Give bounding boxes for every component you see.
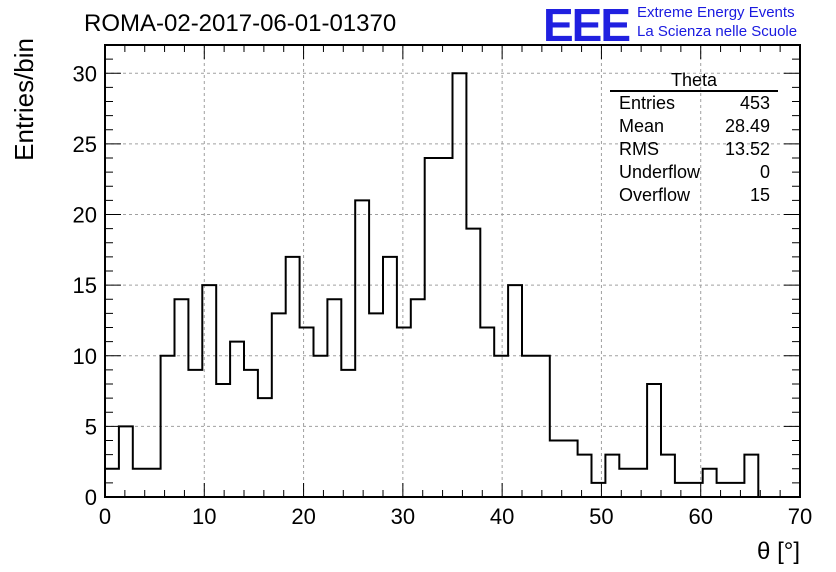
x-tick-label: 0 [99, 504, 111, 529]
grid-lines [105, 45, 800, 497]
x-tick-label: 20 [291, 504, 315, 529]
stats-value: 28.49 [724, 116, 770, 136]
x-axis-label: θ [°] [757, 538, 800, 565]
histogram-step-line [105, 72, 800, 498]
stats-row-entries: Entries 453 [610, 92, 778, 115]
stats-row-overflow: Overflow 15 [610, 184, 778, 207]
x-tick-label: 60 [688, 504, 712, 529]
y-tick-label: 30 [73, 61, 97, 86]
y-axis-label: Entries/bin [9, 38, 39, 161]
eee-logo: EEE [543, 0, 631, 51]
x-tick-label: 40 [490, 504, 514, 529]
stats-row-mean: Mean 28.49 [610, 115, 778, 138]
stats-value: 13.52 [724, 139, 770, 159]
stats-label: Underflow [619, 162, 701, 182]
x-tick-label: 30 [391, 504, 415, 529]
x-tick-label: 10 [192, 504, 216, 529]
stats-value: 15 [749, 185, 770, 205]
x-tick-label: 70 [788, 504, 812, 529]
stats-label: RMS [619, 139, 659, 159]
stats-row-underflow: Underflow 0 [610, 161, 778, 184]
axis-ticks [104, 44, 801, 498]
stats-value: 0 [759, 162, 770, 182]
stats-box: Theta Entries 453 Mean 28.49 RMS 13.52 U… [610, 70, 778, 207]
y-tick-label: 10 [73, 344, 97, 369]
x-tick-label: 50 [589, 504, 613, 529]
logo-caption-line2: La Scienza nelle Scuole [637, 23, 798, 40]
y-tick-label: 0 [85, 485, 97, 510]
y-tick-label: 20 [73, 203, 97, 228]
tick-labels: 0 10 20 30 40 50 60 70 0 5 10 15 20 25 30 [73, 61, 813, 529]
run-title: ROMA-02-2017-06-01-01370 [84, 10, 397, 37]
stats-label: Mean [619, 116, 665, 136]
logo-caption: Extreme Energy Events La Scienza nelle S… [637, 3, 797, 41]
stats-title: Theta [610, 70, 778, 92]
y-tick-label: 15 [73, 273, 97, 298]
y-tick-label: 5 [85, 414, 97, 439]
y-tick-label: 25 [73, 132, 97, 157]
stats-value: 453 [739, 93, 770, 113]
stats-row-rms: RMS 13.52 [610, 138, 778, 161]
stats-label: Entries [619, 93, 676, 113]
logo-caption-line1: Extreme Energy Events [637, 4, 795, 21]
stats-label: Overflow [619, 185, 691, 205]
